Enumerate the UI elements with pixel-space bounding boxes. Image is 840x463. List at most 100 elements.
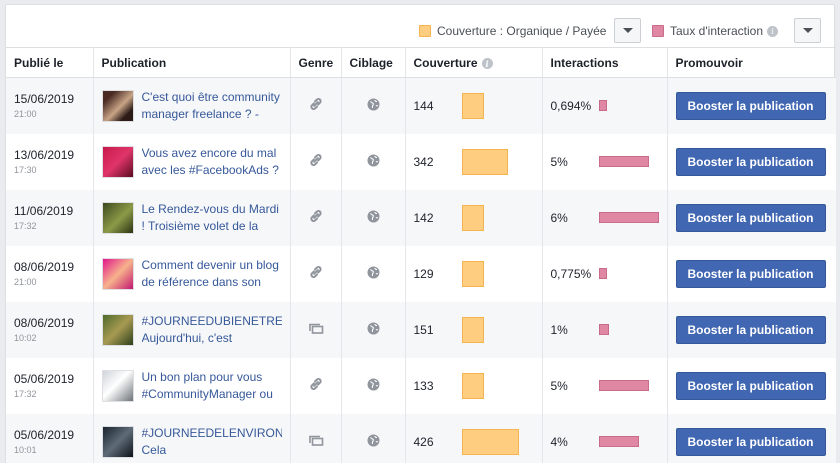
col-published[interactable]: Publié le [6, 47, 94, 78]
table-row[interactable]: 13/06/2019 17:30 Vous avez encore du mal… [6, 133, 836, 190]
publication-cell[interactable]: C'est quoi être community manager freela… [93, 77, 291, 134]
type-cell [290, 245, 342, 302]
publish-date: 05/06/2019 [14, 372, 75, 386]
boost-post-button[interactable]: Booster la publication [675, 427, 826, 456]
coverage-bar [461, 428, 519, 455]
targeting-cell [341, 133, 406, 190]
post-title-link[interactable]: Le Rendez-vous du Mardi ! Troisième vole… [141, 201, 279, 233]
post-thumbnail[interactable] [101, 89, 134, 122]
interaction-value: 4% [550, 434, 568, 449]
interaction-value: 6% [550, 210, 568, 225]
interaction-bar [598, 156, 649, 167]
table-row[interactable]: 08/06/2019 21:00 Comment devenir un blog… [6, 245, 836, 302]
targeting-cell [341, 413, 406, 463]
col-coverage-label: Couverture [413, 55, 478, 70]
post-title-link[interactable]: Vous avez encore du mal avec les #Facebo… [141, 145, 279, 177]
table-row[interactable]: 11/06/2019 17:32 Le Rendez-vous du Mardi… [6, 189, 836, 246]
coverage-swatch [419, 25, 431, 37]
boost-post-button[interactable]: Booster la publication [675, 91, 826, 120]
table-row[interactable]: 15/06/2019 21:00 C'est quoi être communi… [6, 77, 836, 134]
info-icon[interactable]: i [481, 58, 493, 69]
promote-cell: Booster la publication [667, 413, 836, 463]
boost-post-button[interactable]: Booster la publication [675, 259, 826, 288]
targeting-cell [341, 189, 406, 246]
targeting-cell [341, 77, 406, 134]
interactions-cell: 1% [542, 301, 668, 358]
publish-date: 08/06/2019 [14, 260, 75, 274]
coverage-dropdown-button[interactable] [614, 18, 641, 43]
table-header: Publié le Publication Genre Ciblage Couv… [6, 47, 836, 78]
publications-table: Publié le Publication Genre Ciblage Couv… [6, 47, 836, 463]
post-title-link[interactable]: #JOURNEEDUBIENETRE Aujourd'hui, c'est [141, 313, 282, 345]
coverage-bar [461, 204, 484, 231]
publication-cell[interactable]: #JOURNEEDUBIENETRE Aujourd'hui, c'est [93, 301, 291, 358]
coverage-value: 142 [413, 210, 434, 225]
interaction-swatch [652, 25, 664, 37]
post-title-link[interactable]: C'est quoi être community manager freela… [141, 89, 280, 121]
album-icon [308, 323, 324, 337]
interaction-bar [598, 268, 607, 279]
publication-cell[interactable]: #JOURNEEDELENVIRONNEMENT Cela [93, 413, 291, 463]
publish-time: 17:30 [14, 165, 37, 175]
table-row[interactable]: 08/06/2019 10:02 #JOURNEEDUBIENETRE Aujo… [6, 301, 836, 358]
type-cell [290, 189, 342, 246]
post-title-link[interactable]: Un bon plan pour vous #CommunityManager … [141, 369, 273, 401]
post-title-link[interactable]: #JOURNEEDELENVIRONNEMENT Cela [141, 425, 282, 457]
interaction-value: 0,694% [550, 98, 592, 113]
coverage-bar [461, 92, 484, 119]
coverage-value: 129 [413, 266, 434, 281]
interaction-bar [598, 436, 639, 447]
boost-post-button[interactable]: Booster la publication [675, 147, 826, 176]
table-row[interactable]: 05/06/2019 17:32 Un bon plan pour vous #… [6, 357, 836, 414]
info-icon[interactable]: i [767, 25, 779, 37]
type-cell [290, 413, 342, 463]
globe-icon [367, 154, 380, 170]
table-row[interactable]: 05/06/2019 10:01 #JOURNEEDELENVIRONNEMEN… [6, 413, 836, 463]
col-targeting[interactable]: Ciblage [341, 47, 406, 78]
publication-cell[interactable]: Le Rendez-vous du Mardi ! Troisième vole… [93, 189, 291, 246]
boost-post-button[interactable]: Booster la publication [675, 315, 826, 344]
publication-cell[interactable]: Vous avez encore du mal avec les #Facebo… [93, 133, 291, 190]
publish-time: 17:32 [14, 221, 37, 231]
coverage-value: 342 [413, 154, 434, 169]
globe-icon [367, 322, 380, 338]
post-thumbnail[interactable] [101, 313, 134, 346]
col-coverage[interactable]: Couverture i [405, 47, 543, 78]
post-thumbnail[interactable] [101, 145, 134, 178]
col-type[interactable]: Genre [290, 47, 342, 78]
coverage-bar [461, 260, 484, 287]
post-thumbnail[interactable] [101, 201, 134, 234]
interaction-dropdown-button[interactable] [794, 18, 821, 43]
targeting-cell [341, 357, 406, 414]
publication-cell[interactable]: Un bon plan pour vous #CommunityManager … [93, 357, 291, 414]
globe-icon [367, 266, 380, 282]
coverage-cell: 342 [405, 133, 543, 190]
globe-icon [367, 210, 380, 226]
post-thumbnail[interactable] [101, 369, 134, 402]
publish-date: 13/06/2019 [14, 148, 75, 162]
link-icon [309, 210, 323, 226]
post-thumbnail[interactable] [101, 425, 134, 458]
boost-post-button[interactable]: Booster la publication [675, 371, 826, 400]
coverage-value: 133 [413, 378, 434, 393]
promote-cell: Booster la publication [667, 301, 836, 358]
boost-post-button[interactable]: Booster la publication [675, 203, 826, 232]
col-interactions[interactable]: Interactions [542, 47, 668, 78]
published-cell: 08/06/2019 10:02 [6, 301, 94, 358]
album-icon [308, 435, 324, 449]
interaction-value: 5% [550, 154, 568, 169]
post-title-link[interactable]: Comment devenir un blog de référence dan… [141, 257, 279, 289]
publish-time: 17:32 [14, 389, 37, 399]
publish-time: 10:01 [14, 445, 37, 455]
interaction-bar [598, 212, 659, 223]
coverage-cell: 151 [405, 301, 543, 358]
published-cell: 08/06/2019 21:00 [6, 245, 94, 302]
promote-cell: Booster la publication [667, 133, 836, 190]
coverage-bar [461, 148, 508, 175]
post-thumbnail[interactable] [101, 257, 134, 290]
coverage-cell: 142 [405, 189, 543, 246]
coverage-cell: 426 [405, 413, 543, 463]
interaction-value: 5% [550, 378, 568, 393]
publication-cell[interactable]: Comment devenir un blog de référence dan… [93, 245, 291, 302]
col-publication[interactable]: Publication [93, 47, 291, 78]
